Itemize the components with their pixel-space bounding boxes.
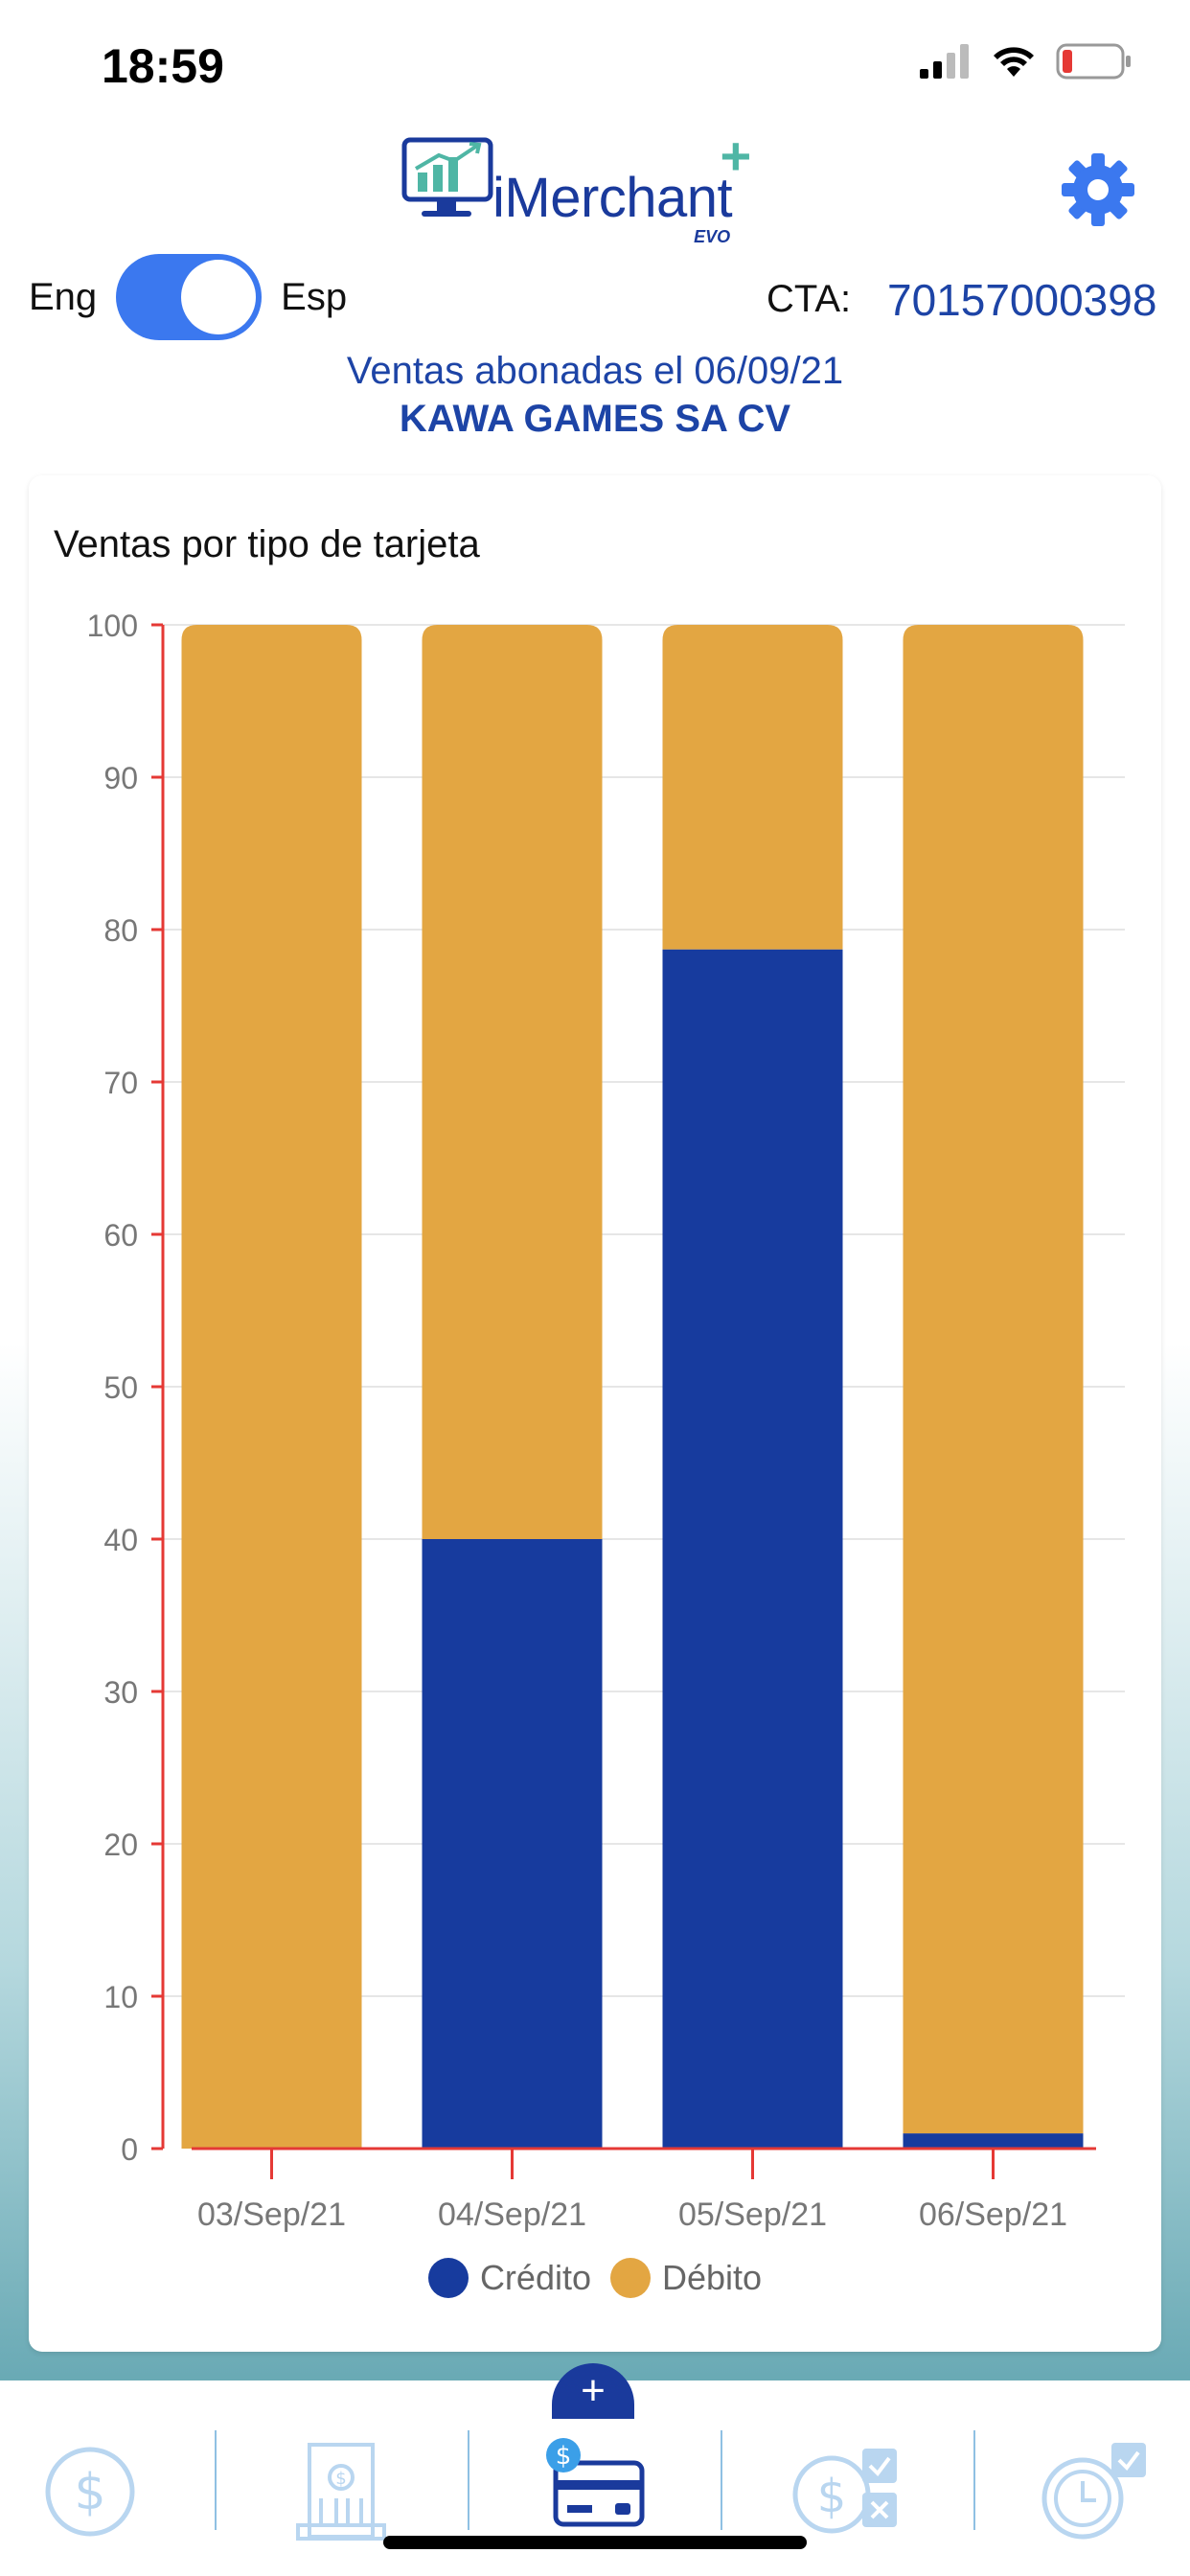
app-plus-mark: + (720, 126, 752, 186)
bar-credito-2 (422, 1539, 603, 2149)
y-tick-label: 30 (103, 1675, 138, 1710)
svg-text:$: $ (335, 2469, 346, 2489)
wifi-icon (994, 47, 1034, 77)
x-tick-label: 05/Sep/21 (678, 2196, 827, 2233)
x-tick-label: 03/Sep/21 (197, 2196, 346, 2233)
y-tick-label: 100 (87, 609, 138, 643)
tab-calculos[interactable]: $ (780, 2425, 914, 2559)
signal-icon (920, 44, 969, 79)
legend-dot-debito (610, 2258, 651, 2298)
svg-text:$: $ (74, 2464, 105, 2521)
gear-icon (1062, 153, 1134, 226)
monitor-chart-icon (401, 137, 493, 217)
card-dollar-icon: $ (546, 2438, 645, 2527)
tab-separator (721, 2430, 722, 2530)
language-switch: Eng Esp (29, 254, 347, 340)
legend-item-credito[interactable]: Crédito (427, 2258, 591, 2298)
tab-tarjetas[interactable]: $ (527, 2425, 661, 2559)
status-bar: 18:59 (0, 0, 1190, 125)
merchant-name: KAWA GAMES SA CV (399, 398, 791, 440)
battery-icon (1056, 43, 1131, 80)
bar-debito-3 (662, 625, 843, 950)
dollar-circle-icon: $ (45, 2447, 135, 2537)
cta-account-number[interactable]: 70157000398 (887, 275, 1157, 325)
bar-credito-4 (903, 2133, 1084, 2149)
x-tick-label: 04/Sep/21 (438, 2196, 586, 2233)
chart-card: Ventas por tipo de tarjeta 0 10 20 30 40 50 60… (29, 475, 1161, 2352)
y-tick-label: 40 (103, 1523, 138, 1557)
y-tick-label: 50 (103, 1370, 138, 1405)
chart-title: Ventas por tipo de tarjeta (54, 523, 480, 565)
tab-separator (973, 2430, 975, 2530)
y-tick-label: 20 (103, 1828, 138, 1862)
home-indicator (383, 2536, 807, 2549)
tab-ventas[interactable]: $ (23, 2425, 157, 2559)
language-toggle[interactable] (116, 254, 263, 340)
status-icons (920, 43, 1133, 80)
y-tick-label: 90 (103, 761, 138, 795)
y-tick-label: 10 (103, 1980, 138, 2014)
legend-label-credito: Crédito (479, 2258, 591, 2297)
tab-separator (468, 2430, 469, 2530)
bar-debito-4 (903, 625, 1084, 2134)
tab-historial[interactable] (1025, 2425, 1159, 2559)
y-tick-label: 60 (103, 1218, 138, 1253)
toggle-knob (181, 260, 257, 334)
legend-label-debito: Débito (662, 2258, 763, 2297)
ventas-abonadas-text: Ventas abonadas el 06/09/21 (346, 350, 844, 392)
svg-text:$: $ (556, 2442, 572, 2471)
x-tick-label: 06/Sep/21 (919, 2196, 1067, 2233)
app-name: iMerchant (492, 167, 733, 229)
add-button[interactable]: + (552, 2363, 634, 2419)
status-time: 18:59 (102, 39, 224, 93)
stacked-bar-chart: 0 10 20 30 40 50 60 70 80 90 100 03/Sep/21 04/Sep/21… (87, 609, 1125, 2233)
svg-text:$: $ (817, 2470, 847, 2523)
lang-esp-label: Esp (281, 275, 348, 318)
bar-credito-3 (662, 949, 843, 2149)
settings-button[interactable] (1060, 151, 1136, 233)
y-tick-label: 80 (103, 913, 138, 948)
lang-eng-label: Eng (29, 275, 98, 318)
y-tick-label: 0 (121, 2132, 138, 2167)
tab-banco[interactable]: $ (274, 2425, 408, 2559)
app-header: iMerchant + EVO Eng Esp CTA: 70157000398… (0, 125, 1190, 450)
bank-icon: $ (296, 2443, 386, 2541)
clock-check-icon (1041, 2443, 1146, 2540)
app-logo: iMerchant + EVO (400, 126, 751, 246)
chart-legend: Crédito Débito (29, 2258, 1161, 2298)
legend-item-debito[interactable]: Débito (610, 2258, 762, 2298)
tab-separator (215, 2430, 217, 2530)
cta-label: CTA: (767, 278, 852, 320)
calculator-icon: $ (792, 2449, 897, 2534)
y-tick-label: 70 (103, 1066, 138, 1100)
legend-dot-credito (427, 2258, 469, 2298)
bar-debito-2 (422, 625, 603, 1539)
evo-mark: EVO (694, 227, 731, 246)
bar-debito-1 (181, 625, 362, 2149)
